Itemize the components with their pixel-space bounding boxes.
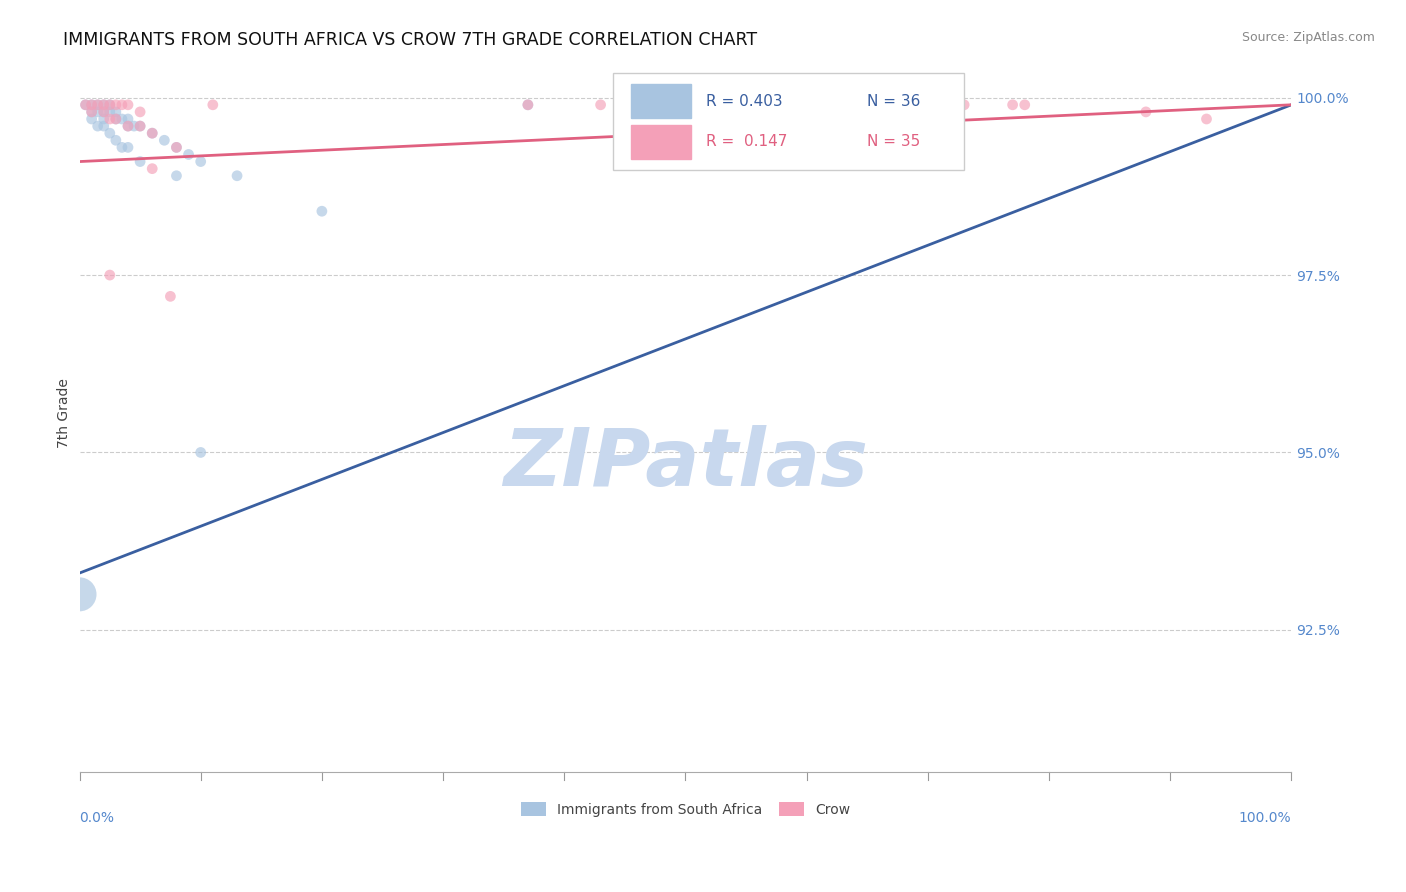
Point — [117, 140, 139, 154]
Point — [190, 154, 212, 169]
Bar — [631, 125, 692, 159]
Point — [104, 104, 127, 119]
Point — [104, 133, 127, 147]
Point — [177, 147, 200, 161]
Point — [80, 104, 103, 119]
Point — [893, 97, 915, 112]
Point — [141, 126, 163, 140]
Point — [98, 97, 121, 112]
Point — [111, 112, 134, 126]
Point — [141, 126, 163, 140]
Point — [117, 119, 139, 133]
Point — [166, 140, 188, 154]
Point — [93, 97, 115, 112]
Point — [953, 97, 976, 112]
Point — [201, 97, 224, 112]
Point — [1135, 104, 1157, 119]
Point — [93, 119, 115, 133]
Text: R =  0.147: R = 0.147 — [706, 135, 787, 149]
Point — [832, 97, 855, 112]
Text: IMMIGRANTS FROM SOUTH AFRICA VS CROW 7TH GRADE CORRELATION CHART: IMMIGRANTS FROM SOUTH AFRICA VS CROW 7TH… — [63, 31, 758, 49]
Text: N = 35: N = 35 — [868, 135, 921, 149]
Point — [1001, 97, 1024, 112]
Point — [141, 161, 163, 176]
Point — [93, 97, 115, 112]
Point — [650, 97, 672, 112]
Point — [880, 97, 903, 112]
Point — [159, 289, 181, 303]
Point — [98, 97, 121, 112]
Point — [93, 112, 115, 126]
Point — [117, 119, 139, 133]
Point — [190, 445, 212, 459]
Point — [98, 104, 121, 119]
Point — [710, 97, 733, 112]
Point — [75, 97, 97, 112]
Point — [770, 97, 793, 112]
Point — [86, 104, 108, 119]
Text: N = 36: N = 36 — [868, 94, 921, 109]
Point — [516, 97, 538, 112]
Point — [104, 112, 127, 126]
Bar — [631, 84, 692, 119]
Point — [226, 169, 249, 183]
Text: ZIPatlas: ZIPatlas — [503, 425, 868, 502]
Legend: Immigrants from South Africa, Crow: Immigrants from South Africa, Crow — [515, 797, 856, 822]
Point — [129, 119, 152, 133]
Point — [86, 119, 108, 133]
Point — [104, 112, 127, 126]
Point — [1014, 97, 1036, 112]
Point — [166, 140, 188, 154]
Point — [122, 119, 145, 133]
Point — [153, 133, 176, 147]
Point — [117, 97, 139, 112]
Point — [516, 97, 538, 112]
Text: 100.0%: 100.0% — [1239, 811, 1291, 825]
Point — [589, 97, 612, 112]
Point — [86, 97, 108, 112]
Point — [93, 104, 115, 119]
Point — [98, 112, 121, 126]
Point — [111, 140, 134, 154]
Text: R = 0.403: R = 0.403 — [706, 94, 783, 109]
Point — [93, 104, 115, 119]
Y-axis label: 7th Grade: 7th Grade — [58, 378, 72, 449]
Point — [104, 97, 127, 112]
Text: 0.0%: 0.0% — [80, 811, 114, 825]
Point — [166, 169, 188, 183]
Point — [129, 154, 152, 169]
Point — [86, 97, 108, 112]
Point — [80, 112, 103, 126]
Point — [98, 126, 121, 140]
Point — [117, 112, 139, 126]
Point — [80, 104, 103, 119]
Point — [129, 119, 152, 133]
FancyBboxPatch shape — [613, 73, 965, 169]
Point — [80, 97, 103, 112]
Point — [111, 97, 134, 112]
Point — [80, 97, 103, 112]
Point — [941, 97, 963, 112]
Point — [311, 204, 333, 219]
Point — [75, 97, 97, 112]
Point — [1195, 112, 1218, 126]
Point — [98, 268, 121, 282]
Point — [129, 104, 152, 119]
Text: Source: ZipAtlas.com: Source: ZipAtlas.com — [1241, 31, 1375, 45]
Point — [69, 587, 91, 601]
